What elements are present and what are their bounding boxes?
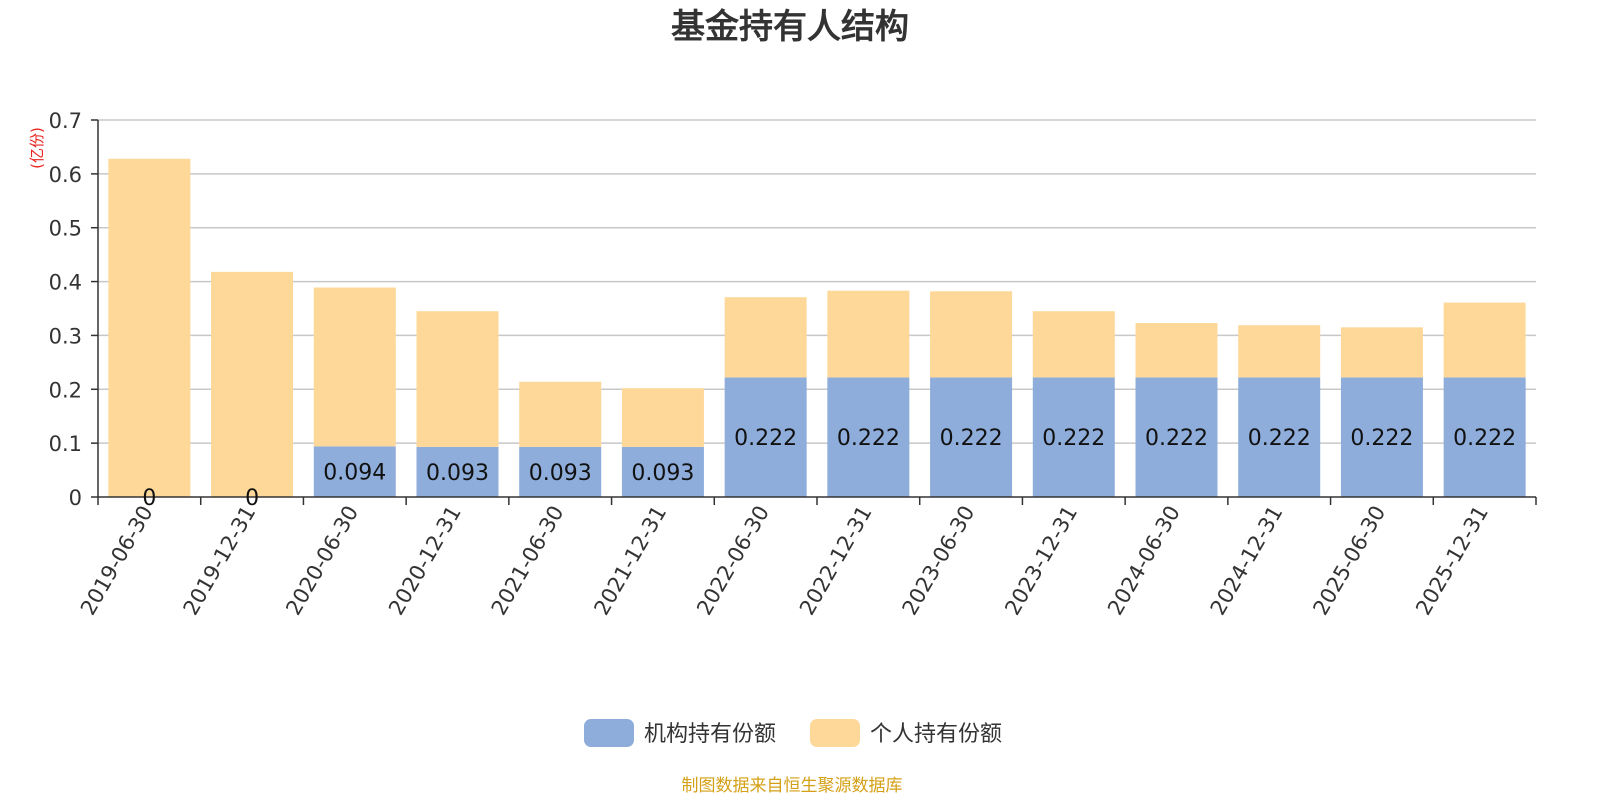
bar-individual bbox=[930, 291, 1013, 378]
y-tick-label: 0.2 bbox=[49, 378, 82, 402]
bar-individual bbox=[724, 297, 807, 378]
y-tick-label: 0.6 bbox=[49, 163, 82, 187]
bar-institutional bbox=[1238, 377, 1321, 497]
legend-swatch-institutional[interactable] bbox=[584, 719, 634, 747]
bar-institutional bbox=[1340, 377, 1423, 497]
x-tick-label: 2019-06-30 bbox=[76, 502, 158, 620]
data-label-institutional: 0.222 bbox=[1248, 426, 1311, 451]
bar-individual bbox=[827, 290, 910, 378]
legend-label-individual[interactable]: 个人持有份额 bbox=[870, 722, 1002, 747]
y-tick-label: 0.3 bbox=[49, 324, 82, 348]
data-label-institutional: 0.222 bbox=[734, 426, 797, 451]
x-tick-label: 2025-06-30 bbox=[1308, 502, 1390, 620]
y-tick-label: 0.5 bbox=[49, 217, 82, 241]
bar-individual bbox=[1135, 323, 1218, 378]
bar-individual bbox=[416, 311, 499, 447]
data-labels: 0 0 0.094 0.093 0.093 0.093 0.222 0.222 0.222 0.2… bbox=[142, 426, 1516, 511]
data-label-institutional: 0.222 bbox=[837, 426, 900, 451]
bar-individual bbox=[313, 287, 396, 447]
data-label-institutional: 0.222 bbox=[1453, 426, 1516, 451]
x-tick-label: 2022-06-30 bbox=[692, 502, 774, 620]
bar-institutional bbox=[827, 377, 910, 497]
bar-individual bbox=[1443, 302, 1526, 378]
data-label-institutional: 0 bbox=[142, 486, 156, 511]
bar-individual bbox=[1238, 325, 1321, 378]
x-tick-label: 2020-06-30 bbox=[281, 502, 363, 620]
data-label-institutional: 0.093 bbox=[426, 461, 489, 486]
data-label-institutional: 0.093 bbox=[631, 461, 694, 486]
bar-institutional bbox=[1032, 377, 1115, 497]
bar-institutional bbox=[1135, 377, 1218, 497]
data-label-institutional: 0.222 bbox=[1145, 426, 1208, 451]
bar-individual bbox=[1340, 327, 1423, 378]
x-tick-label: 2022-12-31 bbox=[795, 502, 877, 620]
bar-institutional bbox=[1443, 377, 1526, 497]
x-tick-label: 2021-06-30 bbox=[487, 502, 569, 620]
x-tick-label: 2019-12-31 bbox=[179, 502, 261, 620]
bar-institutional bbox=[416, 446, 499, 497]
data-label-institutional: 0.222 bbox=[1350, 426, 1413, 451]
bar-individual bbox=[211, 271, 294, 497]
y-axis-label: (亿份) bbox=[28, 127, 46, 169]
y-tick-label: 0.1 bbox=[49, 432, 82, 456]
legend-label-institutional[interactable]: 机构持有份额 bbox=[644, 722, 776, 747]
legend-swatch-individual[interactable] bbox=[810, 719, 860, 747]
y-tick-label: 0.4 bbox=[49, 271, 82, 295]
bar-institutional bbox=[930, 377, 1013, 497]
x-tick-label: 2025-12-31 bbox=[1411, 502, 1493, 620]
x-tick-label: 2023-12-31 bbox=[1000, 502, 1082, 620]
x-tick-label: 2020-12-31 bbox=[384, 502, 466, 620]
bar-individual bbox=[621, 388, 704, 447]
gridlines bbox=[98, 119, 1536, 444]
source-note: 制图数据来自恒生聚源数据库 bbox=[682, 776, 903, 796]
data-label-institutional: 0.222 bbox=[1042, 426, 1105, 451]
x-tick-label: 2021-12-31 bbox=[589, 502, 671, 620]
data-label-institutional: 0.222 bbox=[940, 426, 1003, 451]
data-label-institutional: 0.094 bbox=[323, 461, 386, 486]
y-tick-label: 0 bbox=[69, 486, 82, 510]
y-tick-label: 0.7 bbox=[49, 109, 82, 133]
bar-individual bbox=[519, 381, 602, 447]
x-tick-label: 2024-12-31 bbox=[1206, 502, 1288, 620]
data-label-institutional: 0 bbox=[245, 486, 259, 511]
x-tick-label: 2024-06-30 bbox=[1103, 502, 1185, 620]
bar-institutional bbox=[313, 446, 396, 497]
chart-title: 基金持有人结构 bbox=[671, 7, 909, 47]
bar-individual bbox=[1032, 311, 1115, 378]
bar-institutional bbox=[519, 446, 602, 497]
bar-institutional bbox=[621, 446, 704, 497]
bar-individual bbox=[108, 158, 191, 497]
bar-institutional bbox=[724, 377, 807, 497]
x-tick-label: 2023-06-30 bbox=[898, 502, 980, 620]
bars bbox=[108, 158, 1526, 497]
data-label-institutional: 0.093 bbox=[529, 461, 592, 486]
legend: 机构持有份额 个人持有份额 bbox=[584, 719, 1002, 747]
